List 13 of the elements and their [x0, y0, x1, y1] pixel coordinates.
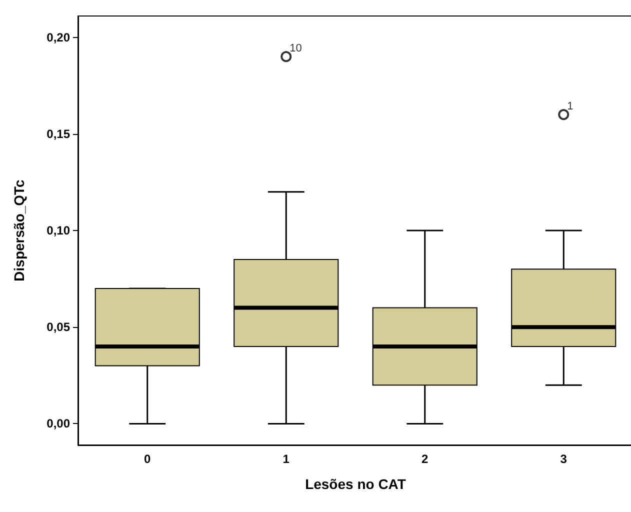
x-tick-label: 2	[422, 452, 429, 466]
annotation: 1	[567, 100, 574, 113]
x-tick-label: 0	[144, 452, 152, 466]
y-tick-label: 0,00	[46, 416, 70, 431]
x-tick-label: 3	[560, 452, 568, 466]
annotation: 10	[290, 42, 302, 55]
y-tick-label: 0,20	[46, 30, 70, 44]
y-tick-label: 0,05	[46, 320, 70, 334]
y-axis-title: Dispersão_QTc	[11, 179, 27, 282]
y-tick-label: 0,15	[46, 126, 70, 141]
x-tick-label: 1	[282, 452, 290, 466]
y-tick-label: 0,10	[46, 224, 70, 238]
x-axis-title: Lesões no CAT	[305, 476, 406, 492]
